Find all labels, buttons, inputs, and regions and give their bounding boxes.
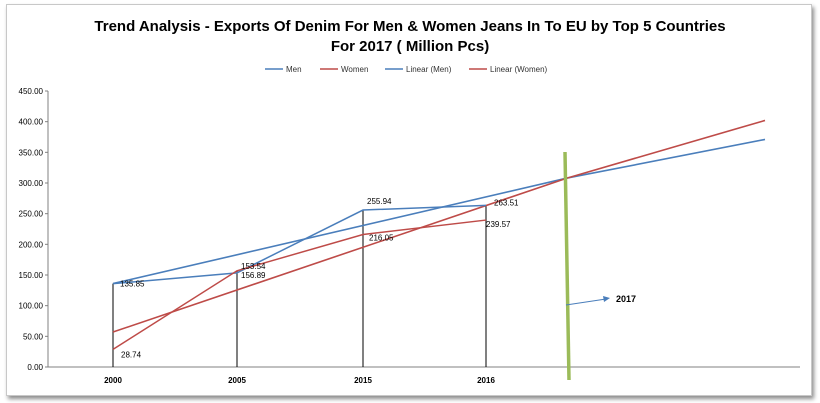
data-label: 255.94 — [367, 197, 392, 206]
x-tick-label: 2000 — [104, 376, 122, 385]
data-label: 156.89 — [241, 271, 266, 280]
data-label: 153.54 — [241, 262, 266, 271]
legend-item: Women — [341, 65, 368, 74]
chart-subtitle: For 2017 ( Million Pcs) — [331, 38, 489, 55]
y-tick-label: 50.00 — [23, 332, 44, 341]
annotation-label: 2017 — [616, 294, 636, 304]
y-tick-label: 450.00 — [19, 87, 44, 96]
x-tick-label: 2005 — [228, 376, 246, 385]
legend: Men Women Linear (Men) Linear (Women) — [265, 65, 548, 74]
data-label: 216.05 — [369, 233, 394, 242]
data-label: 239.57 — [486, 220, 511, 229]
data-label: 263.51 — [494, 198, 519, 207]
y-tick-label: 200.00 — [19, 240, 44, 249]
y-tick-label: 100.00 — [19, 302, 44, 311]
data-label: 135.85 — [120, 280, 145, 289]
trendline-men — [112, 138, 766, 285]
chart-title: Trend Analysis - Exports Of Denim For Me… — [94, 18, 725, 35]
x-tick-label: 2015 — [354, 376, 372, 385]
marker-2017 — [563, 151, 571, 381]
series-line-women — [112, 219, 487, 351]
chart-frame — [6, 4, 812, 396]
legend-item: Linear (Women) — [490, 65, 548, 74]
y-tick-label: 300.00 — [19, 179, 44, 188]
legend-item: Linear (Men) — [406, 65, 452, 74]
annotation-arrowhead — [603, 296, 610, 302]
axes: 0.00 50.00 100.00 150.00 200.00 250.00 300.00 3… — [19, 87, 800, 385]
annotation-arrow — [565, 298, 607, 306]
y-tick-label: 150.00 — [19, 271, 44, 280]
series-line-men — [112, 204, 487, 285]
data-labels: 135.85 153.54 255.94 263.51 28.74 156.89 216.0… — [120, 197, 519, 359]
x-tick-label: 2016 — [477, 376, 495, 385]
y-tick-label: 250.00 — [19, 210, 44, 219]
annotation-2017: 2017 — [563, 151, 636, 381]
y-tick-label: 0.00 — [27, 363, 43, 372]
series-lines — [112, 204, 487, 351]
y-tick-label: 400.00 — [19, 118, 44, 127]
category-drop-lines — [112, 205, 487, 367]
y-tick-label: 350.00 — [19, 148, 44, 157]
legend-item: Men — [286, 65, 302, 74]
data-label: 28.74 — [121, 350, 142, 359]
